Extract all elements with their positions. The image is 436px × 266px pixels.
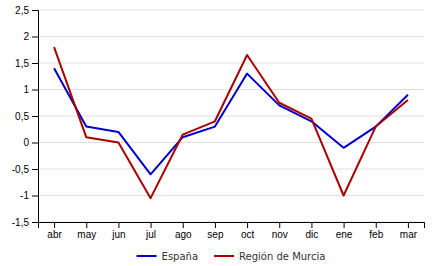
tick-mark <box>151 222 152 228</box>
tick-mark <box>279 222 280 228</box>
tick-label: sep <box>207 229 224 240</box>
series-line <box>54 68 408 174</box>
tick: ago <box>175 222 192 240</box>
tick-label: ago <box>175 229 192 240</box>
tick: oct <box>241 222 255 240</box>
tick-label: feb <box>369 229 383 240</box>
grid-line <box>38 195 424 196</box>
tick-label: -1,5 <box>12 217 30 228</box>
tick-label: mar <box>400 229 418 240</box>
tick: feb <box>369 222 383 240</box>
tick-mark <box>32 37 38 38</box>
grid-line <box>38 36 424 37</box>
axis-line <box>32 11 39 223</box>
lines <box>54 47 408 198</box>
tick-mark <box>344 222 345 228</box>
legend: España Región de Murcia <box>137 251 326 262</box>
tick-mark <box>32 196 38 197</box>
legend-swatch <box>214 255 234 257</box>
tick: -1,5 <box>12 217 38 228</box>
grid-line <box>38 63 424 64</box>
tick: 0 <box>23 137 38 148</box>
tick: may <box>77 222 96 240</box>
tick: -1 <box>20 190 38 201</box>
tick-mark <box>247 222 248 228</box>
tick-label: 0,5 <box>15 111 29 122</box>
tick: dic <box>306 222 319 240</box>
grid-line <box>38 116 424 117</box>
tick-label: jun <box>111 229 125 240</box>
tick-mark <box>32 169 38 170</box>
tick-mark <box>408 222 409 228</box>
tick-label: oct <box>241 229 255 240</box>
tick: ene <box>336 222 353 240</box>
plot: -1,5 -1 -0,5 0 0,5 1 1,5 2 2,5 abr may jun jul ago sep… <box>12 5 425 240</box>
tick-mark <box>32 116 38 117</box>
grid-line <box>38 169 424 170</box>
legend-swatch <box>137 255 157 257</box>
tick-mark <box>215 222 216 228</box>
chart: -1,5 -1 -0,5 0 0,5 1 1,5 2 2,5 abr may jun jul ago sep… <box>0 0 436 266</box>
tick: 2 <box>23 31 38 42</box>
tick-label: 2,5 <box>15 5 29 16</box>
x-axis: abr may jun jul ago sep oct nov dic ene feb mar <box>39 222 425 240</box>
tick: nov <box>272 222 288 240</box>
tick: 1,5 <box>15 58 38 69</box>
tick: 0,5 <box>15 111 38 122</box>
tick: 2,5 <box>15 5 38 16</box>
tick-label: 1,5 <box>15 58 29 69</box>
tick-label: nov <box>272 229 288 240</box>
tick-mark <box>32 143 38 144</box>
legend-label: Región de Murcia <box>239 251 325 262</box>
tick-mark <box>86 222 87 228</box>
tick-mark <box>311 222 312 228</box>
grid-line <box>38 10 424 11</box>
tick-label: dic <box>306 229 319 240</box>
tick-mark <box>32 63 38 64</box>
tick-label: 1 <box>23 84 29 95</box>
tick: jun <box>111 222 125 240</box>
grid-line <box>38 142 424 143</box>
tick-label: 2 <box>23 31 29 42</box>
tick: mar <box>400 222 418 240</box>
tick-mark <box>32 10 38 11</box>
tick: abr <box>47 222 62 240</box>
tick-label: -0,5 <box>12 164 30 175</box>
grid <box>38 10 424 222</box>
tick-label: abr <box>47 229 62 240</box>
tick-mark <box>54 222 55 228</box>
tick-mark <box>183 222 184 228</box>
y-axis: -1,5 -1 -0,5 0 0,5 1 1,5 2 2,5 <box>12 5 39 228</box>
tick-label: jul <box>145 229 156 240</box>
tick: jul <box>145 222 156 240</box>
tick-label: -1 <box>20 190 29 201</box>
tick: -0,5 <box>12 164 38 175</box>
tick: 1 <box>23 84 38 95</box>
tick: sep <box>207 222 224 240</box>
series-line <box>54 47 408 198</box>
legend-item: Región de Murcia <box>214 251 325 262</box>
tick-mark <box>32 222 38 223</box>
tick-label: ene <box>336 229 353 240</box>
legend-item: España <box>137 251 198 262</box>
tick-label: 0 <box>23 137 29 148</box>
tick-label: may <box>77 229 96 240</box>
tick-mark <box>32 90 38 91</box>
legend-label: España <box>162 251 198 262</box>
tick-mark <box>118 222 119 228</box>
axis-line <box>39 223 425 229</box>
tick-mark <box>376 222 377 228</box>
